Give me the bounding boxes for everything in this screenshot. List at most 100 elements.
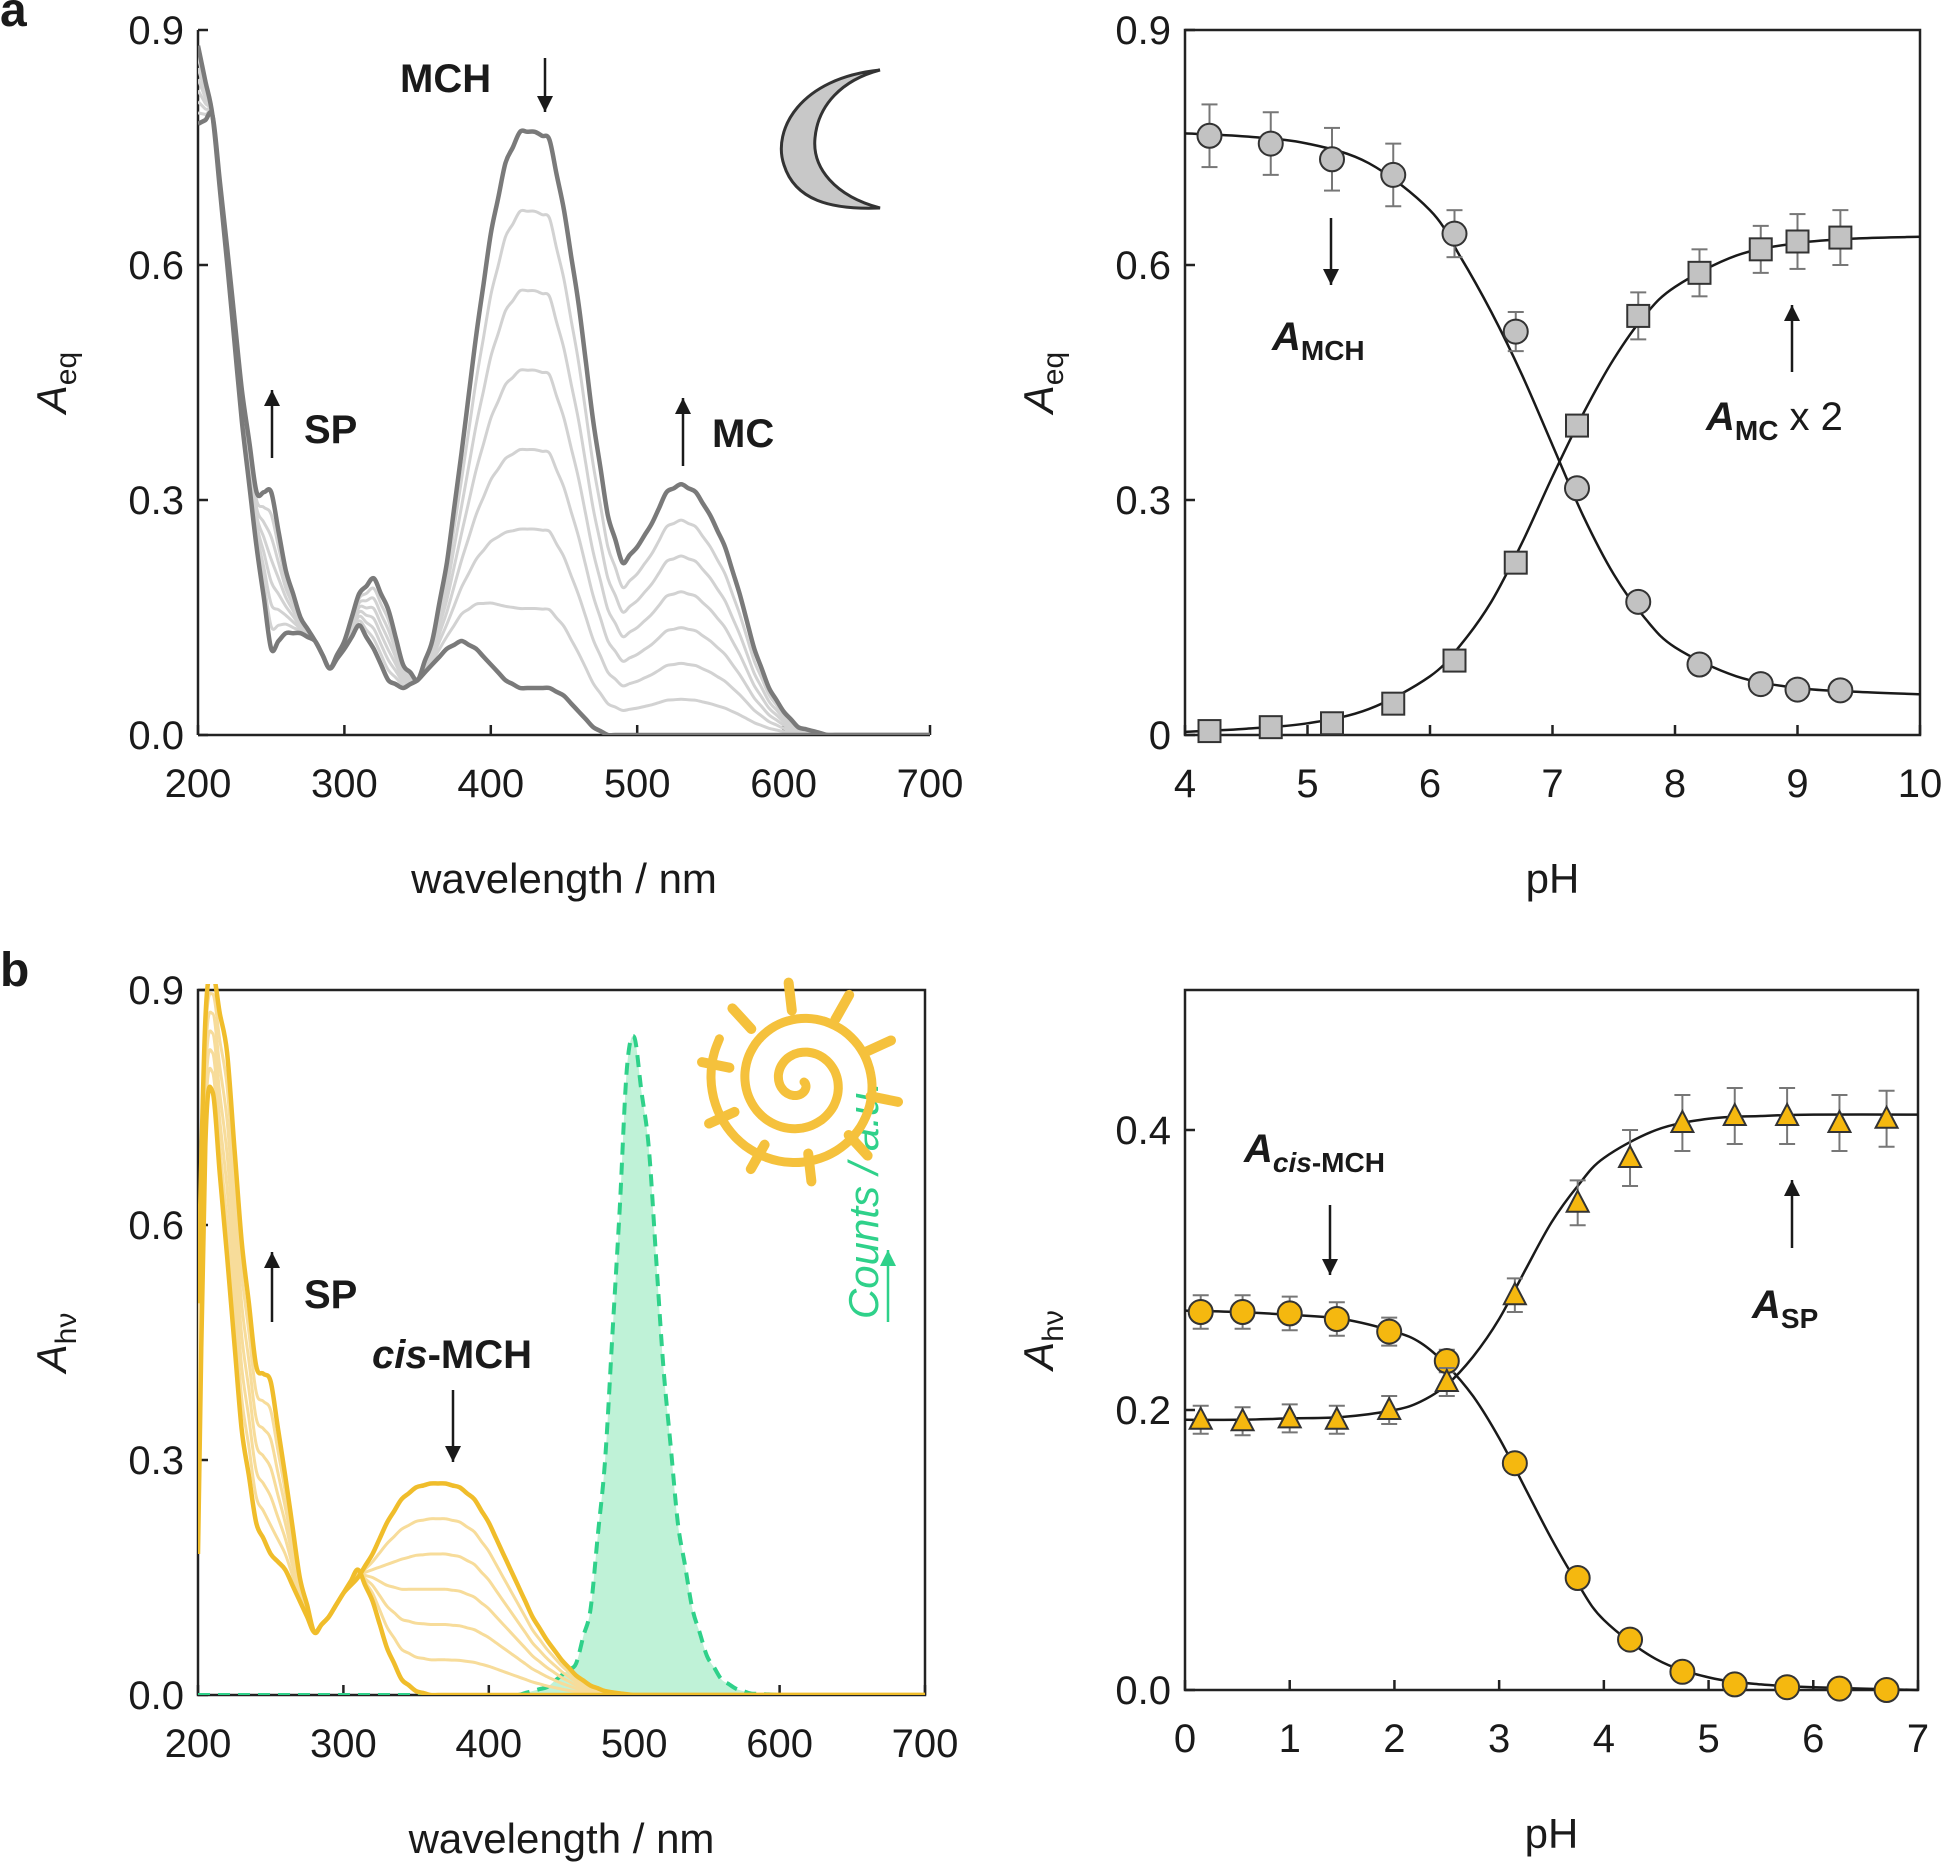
intermediate-spectrum bbox=[198, 1029, 925, 1695]
annotation-mc: MC bbox=[712, 412, 774, 456]
y-axis-label-main: A bbox=[28, 1344, 75, 1375]
panel-letter: b bbox=[0, 944, 29, 997]
data-point-square bbox=[1442, 648, 1467, 673]
annotation-a-mch: AMCH bbox=[1271, 315, 1365, 366]
intermediate-spectrum bbox=[198, 991, 925, 1695]
data-point-circle bbox=[1376, 1318, 1403, 1345]
y-axis-label: Ahν bbox=[1015, 1310, 1070, 1373]
data-point-triangle bbox=[1324, 1405, 1350, 1430]
sun-spiral bbox=[706, 1013, 877, 1167]
data-point-circle bbox=[1564, 475, 1590, 502]
x-tick-label: 700 bbox=[892, 1722, 959, 1766]
x-tick-label: 400 bbox=[455, 1722, 522, 1766]
y-tick-label: 0.9 bbox=[128, 969, 184, 1013]
y-axis-label-sub: eq bbox=[1037, 352, 1070, 385]
data-point-circle bbox=[1502, 318, 1529, 345]
sun-ray bbox=[783, 977, 797, 1016]
y-tick-label: 0.6 bbox=[1115, 244, 1171, 288]
x-tick-label: 10 bbox=[1898, 762, 1943, 806]
data-point-circle bbox=[1873, 1677, 1900, 1703]
sun-ray bbox=[860, 1035, 896, 1058]
x-tick-label: 6 bbox=[1802, 1717, 1824, 1761]
annotation-arrowhead bbox=[1322, 1259, 1338, 1275]
panel-letter: a bbox=[0, 0, 27, 37]
annotation-arrowhead bbox=[675, 398, 691, 414]
x-tick-label: 600 bbox=[750, 762, 817, 806]
annotation-arrowhead bbox=[1784, 1180, 1800, 1196]
x-axis-label: wavelength / nm bbox=[408, 1815, 715, 1862]
annotation-arrowhead bbox=[537, 96, 553, 112]
label-main: A bbox=[1243, 1127, 1273, 1171]
y-axis-label: Aeq bbox=[28, 352, 83, 416]
data-point-triangle bbox=[1376, 1395, 1402, 1420]
plot-frame bbox=[1183, 28, 1922, 737]
data-point-circle bbox=[1774, 1674, 1801, 1701]
label-sub: MC bbox=[1735, 415, 1779, 446]
data-point-circle bbox=[1747, 671, 1774, 698]
data-point-triangle bbox=[1722, 1101, 1748, 1126]
x-tick-label: 3 bbox=[1488, 1717, 1510, 1761]
data-point-triangle bbox=[1669, 1108, 1696, 1133]
y-tick-label: 0.0 bbox=[128, 714, 184, 758]
label-main: A bbox=[1751, 1283, 1781, 1327]
data-point-circle bbox=[1441, 220, 1468, 247]
sun-ray bbox=[865, 1091, 904, 1107]
data-point-triangle bbox=[1774, 1101, 1800, 1126]
data-point-square bbox=[1828, 225, 1853, 250]
data-point-square bbox=[1565, 413, 1589, 438]
annotation-cis: cis bbox=[372, 1333, 428, 1377]
sun-ray bbox=[696, 1057, 735, 1073]
label-main: A bbox=[1271, 315, 1301, 359]
spectra-group bbox=[198, 45, 930, 735]
data-point-circle bbox=[1564, 1565, 1591, 1591]
fit-curve bbox=[1184, 132, 1921, 696]
spectra-group bbox=[198, 984, 925, 1695]
emission-curve bbox=[198, 1034, 925, 1695]
y-tick-label: 0.4 bbox=[1115, 1109, 1171, 1153]
data-point-circle bbox=[1784, 676, 1811, 703]
annotation-arrowhead bbox=[445, 1446, 461, 1462]
annotation-a-mc: AMC x 2 bbox=[1705, 395, 1843, 446]
data-point-circle bbox=[1319, 146, 1345, 173]
intermediate-spectrum bbox=[198, 1010, 925, 1695]
data-point-circle bbox=[1625, 588, 1652, 615]
x-tick-label: 700 bbox=[897, 762, 964, 806]
data-point-circle bbox=[1826, 1675, 1853, 1702]
y-tick-label: 0.0 bbox=[128, 1674, 184, 1718]
sun-ray bbox=[830, 989, 855, 1025]
data-point-triangle bbox=[1502, 1281, 1528, 1306]
data-point-square bbox=[1748, 237, 1773, 262]
data-point-triangle bbox=[1873, 1104, 1900, 1129]
y-axis-label: Ahν bbox=[28, 1313, 83, 1376]
sun-ray bbox=[803, 1148, 817, 1187]
data-point-circle bbox=[1323, 1306, 1350, 1332]
data-point-circle bbox=[1501, 1450, 1528, 1477]
data-point-square bbox=[1785, 229, 1810, 254]
annotation-a-sp: ASP bbox=[1751, 1283, 1818, 1334]
x-tick-label: 4 bbox=[1174, 762, 1196, 806]
data-point-circle bbox=[1721, 1671, 1748, 1698]
annotation-sp: SP bbox=[304, 408, 357, 452]
x-axis-label: pH bbox=[1526, 855, 1580, 902]
y-axis-label-sub: hν bbox=[50, 1313, 83, 1345]
sun-ray bbox=[843, 1130, 873, 1161]
annotation-a-cis-mch: Acis-MCH bbox=[1243, 1127, 1385, 1178]
data-point-circle bbox=[1380, 161, 1407, 188]
y-axis-label-sub: hν bbox=[1037, 1310, 1070, 1342]
annotation-arrowhead bbox=[1784, 305, 1800, 321]
data-point-circle bbox=[1669, 1658, 1696, 1685]
panel-a-left-chart: 200 300 400 500 600 700 0.0 0.3 0.6 0.9 wavelength… bbox=[0, 0, 963, 902]
x-tick-label: 2 bbox=[1383, 1717, 1405, 1761]
x-tick-label: 200 bbox=[165, 1722, 232, 1766]
data-point-square bbox=[1503, 550, 1528, 575]
y-axis-label-main: A bbox=[1015, 385, 1062, 416]
label-sub: SP bbox=[1781, 1303, 1818, 1334]
y-tick-label: 0.3 bbox=[1115, 479, 1171, 523]
data-point-square bbox=[1381, 691, 1406, 716]
plot-frame bbox=[1183, 988, 1920, 1692]
y-tick-label: 0.9 bbox=[128, 9, 184, 53]
x-tick-label: 1 bbox=[1279, 1717, 1301, 1761]
data-point-circle bbox=[1276, 1300, 1303, 1327]
